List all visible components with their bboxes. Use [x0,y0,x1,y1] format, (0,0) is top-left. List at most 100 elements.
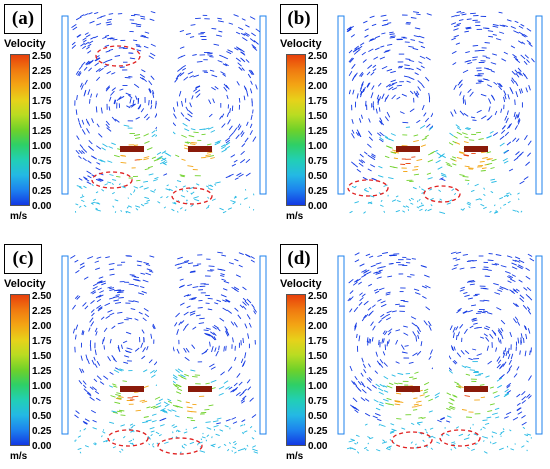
velocity-arrow [77,118,80,123]
velocity-arrow [235,274,241,278]
velocity-arrow [470,189,475,193]
velocity-arrow [460,208,464,211]
velocity-arrow [109,421,115,424]
velocity-arrow [385,313,391,317]
velocity-arrow [143,187,149,190]
velocity-arrow [479,198,483,201]
central-baffle [157,8,173,150]
velocity-arrow [386,397,392,401]
velocity-arrow [354,322,358,328]
velocity-arrow [475,374,481,376]
velocity-arrow [89,20,95,24]
velocity-arrow [208,404,214,407]
velocity-arrow [154,176,159,180]
velocity-arrow [238,173,244,178]
velocity-arrow [218,30,223,33]
velocity-arrow [379,138,384,143]
left-wall [337,255,345,435]
velocity-arrow [211,74,218,78]
velocity-arrow [135,116,140,120]
velocity-arrow [355,278,362,283]
velocity-arrow [127,197,129,199]
velocity-arrow [525,333,528,340]
velocity-arrow [503,203,507,206]
velocity-arrow [187,165,194,168]
velocity-arrow [474,183,479,187]
velocity-arrow [421,104,425,111]
panel-label: (d) [280,244,318,274]
velocity-arrow [96,256,102,259]
velocity-arrow [244,300,250,306]
velocity-arrow [82,157,87,162]
velocity-arrow [250,259,255,263]
velocity-arrow [74,295,79,300]
colorbar-tick-label: 2.25 [308,66,328,77]
velocity-arrow [116,291,122,294]
velocity-arrow [424,388,429,392]
velocity-arrow [144,196,150,200]
velocity-arrow [124,355,130,358]
velocity-arrow [226,112,230,118]
velocity-colorbar [10,54,30,206]
velocity-arrow [349,290,354,295]
velocity-arrow [140,17,146,20]
velocity-arrow [525,161,530,166]
velocity-arrow [98,306,103,310]
velocity-arrow [519,297,525,303]
velocity-arrow [128,75,133,78]
velocity-arrow [474,74,481,77]
velocity-arrow [107,356,111,362]
velocity-arrow [416,421,423,424]
velocity-arrow [101,189,105,192]
velocity-arrow [380,199,383,202]
velocity-arrow [249,123,253,129]
velocity-arrow [134,284,139,287]
velocity-arrow [84,41,90,46]
velocity-arrow [227,366,233,372]
velocity-arrow [150,105,153,110]
velocity-arrow [234,47,239,51]
velocity-arrow [388,328,393,333]
velocity-arrow [464,30,469,33]
velocity-arrow [111,325,116,329]
velocity-arrow [115,393,122,397]
velocity-arrow [87,359,90,365]
velocity-arrow [397,372,404,375]
velocity-arrow [139,76,144,80]
velocity-arrow [241,419,246,423]
velocity-arrow [221,146,226,149]
velocity-arrow [408,45,414,48]
velocity-arrow [361,293,366,298]
velocity-arrow [109,288,115,292]
velocity-arrow [511,77,516,83]
velocity-arrow [461,365,467,369]
velocity-arrow [87,160,92,164]
velocity-arrow [514,20,519,24]
velocity-arrow [82,380,87,385]
velocity-arrow [516,402,521,406]
velocity-arrow [105,85,111,90]
velocity-arrow [425,431,429,434]
velocity-arrow [421,265,427,268]
velocity-arrow [361,383,366,388]
velocity-arrow [416,400,422,403]
velocity-arrow [380,120,385,126]
velocity-arrow [503,393,510,398]
velocity-arrow [355,434,360,437]
velocity-arrow [506,382,512,387]
velocity-arrow [386,111,391,118]
velocity-arrow [517,265,523,270]
velocity-arrow [233,14,239,17]
velocity-arrow [155,431,160,435]
velocity-arrow [464,395,470,397]
velocity-arrow [234,258,239,262]
velocity-arrow [86,128,90,134]
colorbar-tick-label: 0.75 [32,396,52,407]
colorbar-tick-label: 2.00 [32,321,52,332]
velocity-arrow [453,34,459,38]
velocity-arrow [409,59,415,62]
velocity-arrow [100,107,103,114]
velocity-arrow [90,155,96,159]
velocity-arrow [385,83,391,88]
velocity-arrow [521,34,526,38]
